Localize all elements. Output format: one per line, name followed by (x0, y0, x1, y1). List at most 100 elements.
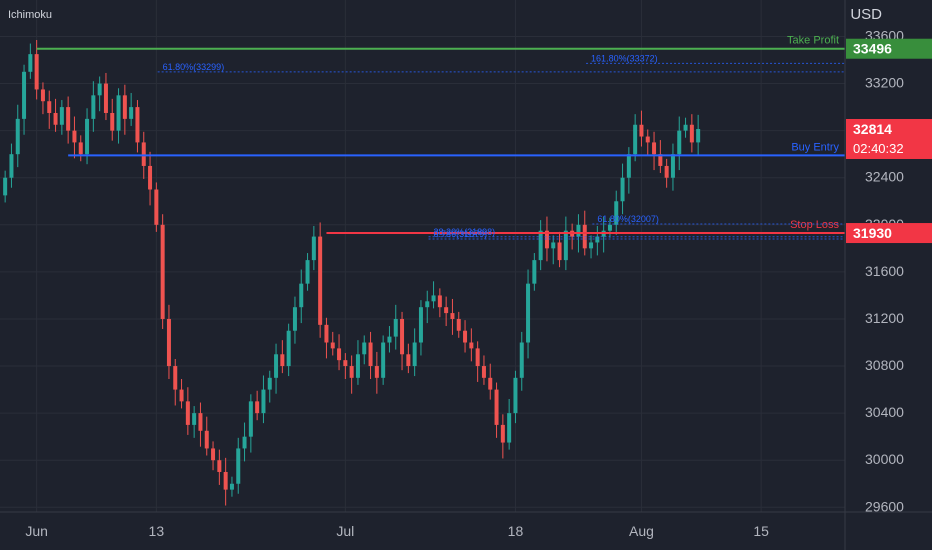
candle-body (450, 313, 455, 319)
price-tick-label: 30800 (865, 357, 904, 373)
price-tag (846, 38, 932, 59)
price-tag (846, 118, 932, 159)
candle-body (337, 348, 342, 361)
candle-body (343, 360, 348, 367)
candle-body (381, 342, 386, 378)
candle-body (677, 130, 682, 155)
candle-body (475, 348, 480, 367)
price-tag-text: 32814 (853, 121, 892, 137)
candle-body (437, 295, 442, 308)
candle-body (614, 201, 619, 225)
candle-body (670, 154, 675, 178)
candle-body (179, 389, 184, 402)
candle-body (91, 95, 96, 119)
price-tick-label: 30400 (865, 404, 904, 420)
candle-body (532, 260, 537, 284)
candle-body (292, 307, 297, 331)
candle-body (85, 118, 90, 155)
candle-body (393, 318, 398, 337)
candle-body (154, 189, 159, 225)
candle-body (576, 224, 581, 237)
candle-body (103, 83, 108, 113)
countdown-timer: 02:40:32 (853, 141, 904, 156)
candle-body (3, 177, 8, 196)
time-tick-label: Jun (25, 523, 48, 539)
candle-body (72, 130, 77, 143)
candle-body (217, 460, 222, 472)
candle-body (15, 118, 20, 155)
candle-body (551, 242, 556, 249)
time-tick-label: 15 (753, 523, 769, 539)
candle-body (639, 124, 644, 137)
candle-body (689, 124, 694, 143)
fib-label: 61.80%(33299) (163, 62, 225, 72)
candle-body (507, 413, 512, 443)
candle-body (242, 436, 247, 449)
currency-label: USD (850, 6, 882, 23)
candle-body (66, 107, 71, 131)
candle-body (362, 342, 367, 355)
candle-body (311, 236, 316, 261)
candle-body (173, 366, 178, 390)
candle-body (229, 483, 234, 490)
candle-body (526, 283, 531, 343)
time-tick-label: Aug (629, 523, 654, 539)
candle-body (456, 318, 461, 331)
candle-body (563, 230, 568, 261)
trade-level-label: Buy Entry (791, 141, 839, 153)
candle-body (255, 401, 260, 414)
candle-body (664, 165, 669, 178)
candle-body (34, 54, 39, 90)
time-tick-label: Jul (336, 523, 354, 539)
candle-body (116, 95, 121, 131)
candle-body (387, 336, 392, 343)
candle-body (40, 89, 45, 102)
candle-body (544, 230, 549, 249)
trade-level-label: Take Profit (787, 35, 839, 47)
candle-body (53, 112, 58, 125)
candle-body (652, 142, 657, 155)
price-tag-text: 31930 (853, 225, 892, 241)
fib-label: 38.20%(31898) (434, 227, 496, 237)
candle-body (305, 260, 310, 284)
candle-body (248, 401, 253, 437)
candle-body (645, 136, 650, 143)
price-tick-label: 31200 (865, 310, 904, 326)
candle-body (494, 389, 499, 425)
candle-body (286, 330, 291, 367)
price-tick-label: 32400 (865, 169, 904, 185)
candle-body (211, 448, 216, 461)
candle-body (47, 101, 52, 113)
candle-body (481, 366, 486, 378)
trade-level-label: Stop Loss (790, 219, 839, 231)
fib-label: 0.786(31879) (434, 229, 488, 239)
candle-body (557, 242, 562, 261)
candle-body (355, 354, 360, 378)
candle-body (425, 301, 430, 308)
candle-body (658, 154, 663, 166)
candle-body (418, 307, 423, 343)
candle-body (261, 389, 266, 414)
fib-label: 161.80%(33372) (591, 53, 658, 63)
candle-body (160, 224, 165, 319)
candle-body (683, 124, 688, 131)
candle-body (148, 165, 153, 190)
time-tick-label: 13 (149, 523, 165, 539)
price-tick-label: 30000 (865, 451, 904, 467)
candle-body (9, 154, 14, 178)
candle-body (141, 142, 146, 166)
candle-body (198, 413, 203, 431)
candle-body (500, 424, 505, 443)
candle-body (185, 401, 190, 425)
fib-label: 61.80%(32007) (597, 214, 659, 224)
candle-body (204, 430, 209, 449)
price-tick-label: 33200 (865, 75, 904, 91)
candle-body (374, 366, 379, 378)
candle-body (626, 154, 631, 178)
candle-body (110, 112, 115, 131)
price-tag (846, 223, 932, 244)
candle-body (223, 471, 228, 490)
candle-body (97, 83, 102, 96)
